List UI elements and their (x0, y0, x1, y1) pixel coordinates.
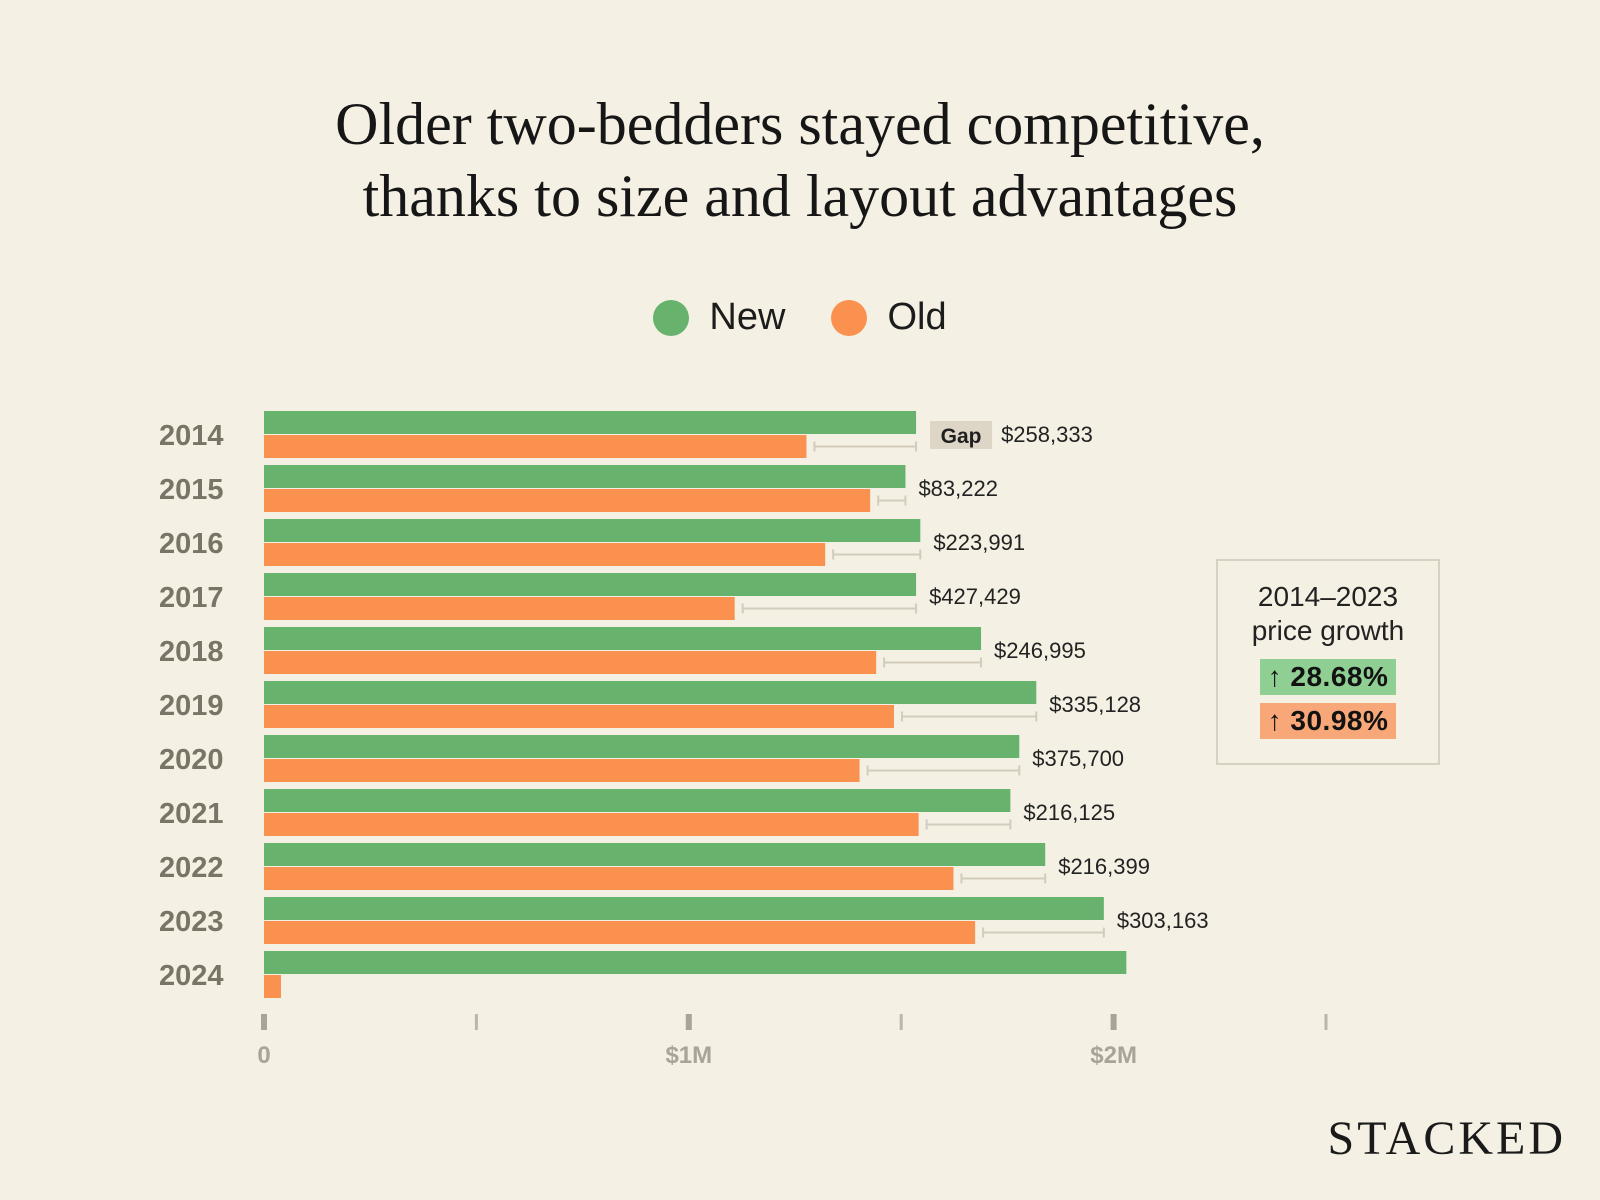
legend-label-new: New (709, 296, 786, 338)
year-label: 2022 (159, 852, 224, 884)
gap-value-label: $335,128 (1049, 692, 1141, 717)
bar-old (264, 867, 954, 890)
bar-new (264, 519, 921, 542)
brand-logo: STACKED (1327, 1112, 1566, 1165)
x-tick (474, 1014, 478, 1030)
x-tick-label: 0 (257, 1042, 270, 1069)
x-tick (261, 1014, 267, 1030)
gap-badge-label: Gap (941, 425, 982, 448)
year-label: 2015 (159, 474, 224, 506)
bar-new (264, 897, 1104, 920)
bar-old (264, 489, 871, 512)
bar-old (264, 921, 976, 944)
legend-swatch-new (653, 299, 690, 336)
gap-value-label: $427,429 (929, 584, 1021, 609)
bar-new (264, 789, 1011, 812)
x-tick (685, 1014, 692, 1030)
growth-caption: price growth (1251, 615, 1405, 646)
x-tick (1110, 1014, 1117, 1030)
bar-old (264, 759, 860, 782)
legend-swatch-old (831, 299, 868, 336)
title-line-1: Older two-bedders stayed competitive, (335, 91, 1265, 157)
year-label: 2016 (159, 528, 224, 560)
x-tick (1324, 1014, 1328, 1030)
x-tick (899, 1014, 903, 1030)
bar-new (264, 627, 982, 650)
gap-value-label: $258,333 (1001, 422, 1093, 447)
gap-value-label: $303,163 (1117, 908, 1209, 933)
gap-value-label: $216,125 (1023, 800, 1115, 825)
old-growth-badge: ↑ 30.98% (1259, 703, 1397, 739)
gap-value-label: $83,222 (918, 476, 998, 501)
year-label: 2020 (159, 744, 224, 776)
bar-new (264, 951, 1127, 974)
bar-new (264, 843, 1046, 866)
bar-new (264, 681, 1037, 704)
growth-period: 2014–2023 (1257, 581, 1399, 612)
year-label: 2023 (159, 906, 224, 938)
gap-value-label: $216,399 (1058, 854, 1150, 879)
legend-item-new: New (653, 296, 785, 339)
x-tick-label: $1M (665, 1042, 712, 1069)
legend-label-old: Old (887, 296, 947, 338)
gap-badge (930, 421, 993, 449)
year-label: 2018 (159, 636, 224, 668)
bar-old (264, 651, 877, 674)
growth-summary-box: 2014–2023 price growth ↑ 28.68% ↑ 30.98% (1216, 559, 1440, 765)
legend-item-old: Old (831, 296, 947, 339)
chart-title: Older two-bedders stayed competitive, th… (0, 88, 1600, 232)
legend: New Old (0, 296, 1600, 339)
bar-old (264, 975, 281, 998)
year-label: 2014 (159, 420, 224, 452)
gap-value-label: $375,700 (1032, 746, 1124, 771)
year-label: 2021 (159, 798, 224, 830)
bar-old (264, 705, 894, 728)
bar-new (264, 573, 917, 596)
new-growth-badge: ↑ 28.68% (1259, 659, 1397, 695)
bar-old (264, 813, 919, 836)
gap-value-label: $223,991 (933, 530, 1025, 555)
x-tick-label: $2M (1090, 1042, 1137, 1069)
bar-old (264, 543, 826, 566)
bar-new (264, 735, 1020, 758)
bar-old (264, 435, 807, 458)
bar-old (264, 597, 735, 620)
title-line-2: thanks to size and layout advantages (362, 163, 1238, 229)
bar-new (264, 465, 906, 488)
year-label: 2017 (159, 582, 224, 614)
gap-value-label: $246,995 (994, 638, 1086, 663)
year-label: 2024 (159, 960, 224, 992)
year-label: 2019 (159, 690, 224, 722)
bar-new (264, 411, 917, 434)
